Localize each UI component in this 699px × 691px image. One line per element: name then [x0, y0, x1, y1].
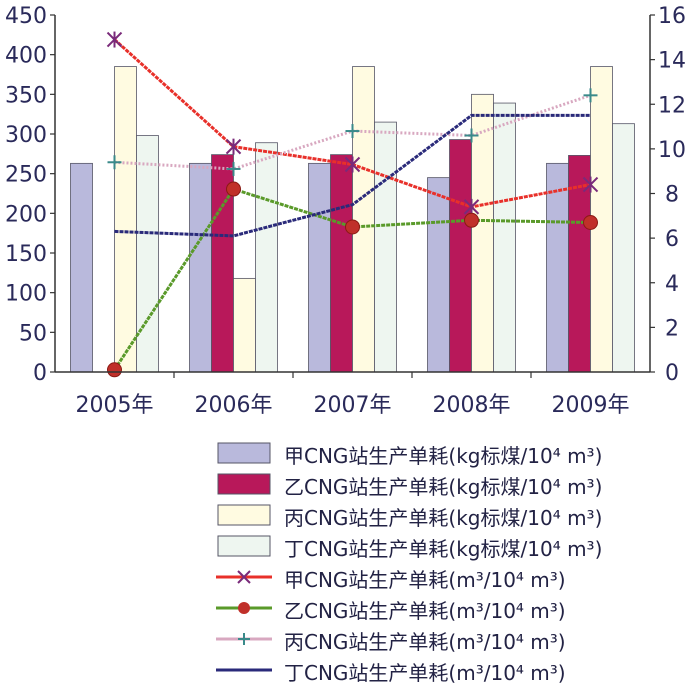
y-right-tick-label: 10: [658, 138, 686, 163]
point-2-2006年: [226, 181, 241, 197]
legend-label: 丁CNG站生产单耗(m³/10⁴ m³): [284, 661, 566, 685]
legend-label: 丙CNG站生产单耗(m³/10⁴ m³): [284, 630, 566, 654]
y-left-tick-label: 250: [5, 163, 47, 188]
point-2-2009年: [583, 215, 598, 231]
legend-label: 乙CNG站生产单耗(m³/10⁴ m³): [284, 599, 566, 623]
point-2-2007年: [345, 219, 360, 235]
x-tick-label: 2008年: [433, 393, 511, 418]
y-left-tick-label: 400: [5, 44, 47, 69]
y-right-tick-label: 4: [665, 272, 679, 297]
y-left-tick-label: 350: [5, 83, 47, 108]
legend-item: 丙CNG站生产单耗(kg标煤/10⁴ m³): [214, 502, 694, 533]
y-left-tick-label: 150: [5, 242, 47, 267]
bar-1-2007年: [308, 162, 331, 373]
y-right-tick-label: 8: [665, 183, 679, 208]
point-1-2007年: [344, 156, 361, 173]
y-left-tick-label: 450: [5, 4, 47, 29]
point-3-2007年: [345, 124, 360, 139]
y-right-tick-label: 2: [665, 316, 679, 341]
legend-bar-swatch: [217, 535, 271, 557]
legend-item: 丁CNG站生产单耗(kg标煤/10⁴ m³): [214, 533, 694, 564]
bar-1-2006年: [189, 162, 212, 373]
legend-label: 甲CNG站生产单耗(m³/10⁴ m³): [284, 568, 566, 592]
point-3-2006年: [226, 161, 241, 176]
legend-swatch: [216, 602, 272, 614]
x-tick-label: 2007年: [314, 393, 392, 418]
x-tick-label: 2005年: [76, 393, 154, 418]
point-2-2005年: [107, 362, 122, 378]
point-1-2006年: [225, 138, 242, 155]
legend-item: 甲CNG站生产单耗(kg标煤/10⁴ m³): [214, 440, 694, 471]
bar-3-2006年: [233, 277, 256, 373]
bar-4-2008年: [493, 102, 516, 373]
bar-3-2005年: [114, 66, 137, 373]
y-left-tick-label: 300: [5, 123, 47, 148]
point-3-2005年: [107, 155, 122, 170]
y-right-tick-label: 12: [658, 93, 686, 118]
y-left-tick-label: 0: [33, 361, 47, 386]
legend-item: 甲CNG站生产单耗(m³/10⁴ m³): [214, 564, 694, 595]
point-3-2009年: [583, 88, 598, 103]
lines-layer: [106, 31, 599, 378]
legend-swatch: [217, 442, 271, 464]
bars-layer: [70, 66, 635, 373]
legend-item: 丙CNG站生产单耗(m³/10⁴ m³): [214, 626, 694, 657]
y-right-tick-label: 6: [665, 227, 679, 252]
legend-bar-swatch: [217, 473, 271, 495]
y-left-tick-label: 200: [5, 202, 47, 227]
legend-label: 甲CNG站生产单耗(kg标煤/10⁴ m³): [284, 444, 603, 468]
point-3-2008年: [464, 128, 479, 143]
legend-label: 乙CNG站生产单耗(kg标煤/10⁴ m³): [284, 475, 603, 499]
y-right-tick-label: 16: [658, 4, 686, 29]
bar-4-2005年: [136, 135, 159, 373]
bar-2-2007年: [330, 154, 353, 373]
legend-item: 乙CNG站生产单耗(m³/10⁴ m³): [214, 595, 694, 626]
legend-item: 丁CNG站生产单耗(m³/10⁴ m³): [214, 657, 694, 688]
bar-4-2009年: [612, 123, 635, 373]
legend-swatch: [216, 570, 272, 584]
point-1-2009年: [582, 176, 599, 193]
bar-1-2008年: [427, 177, 450, 373]
bar-4-2007年: [374, 121, 397, 373]
legend-swatch: [217, 504, 271, 526]
chart-legend: 甲CNG站生产单耗(kg标煤/10⁴ m³) 乙CNG站生产单耗(kg标煤/10⁴…: [214, 440, 694, 688]
bar-1-2009年: [546, 162, 569, 373]
bar-3-2007年: [352, 66, 375, 373]
y-right-tick-label: 14: [658, 49, 686, 74]
line-series-4: [114, 113, 591, 238]
bar-1-2005年: [70, 162, 93, 373]
legend-swatch: [217, 473, 271, 495]
legend-swatch: [217, 535, 271, 557]
y-left-tick-label: 100: [5, 282, 47, 307]
axes-layer: 0 50 100 150 200 250 300 350 400 450 0 2 4 6 8 10 12 14 16…: [5, 4, 686, 418]
y-right-tick-label: 0: [665, 361, 679, 386]
bar-2-2008年: [449, 139, 472, 373]
legend-star-marker: [237, 570, 251, 584]
legend-bar-swatch: [217, 442, 271, 464]
legend-item: 乙CNG站生产单耗(kg标煤/10⁴ m³): [214, 471, 694, 502]
x-tick-label: 2009年: [552, 393, 630, 418]
legend-dot-marker: [238, 602, 250, 614]
bar-4-2006年: [255, 142, 278, 373]
point-2-2008年: [464, 212, 479, 228]
legend-bar-swatch: [217, 504, 271, 526]
point-1-2005年: [106, 31, 123, 48]
point-1-2008年: [463, 198, 480, 215]
legend-label: 丙CNG站生产单耗(kg标煤/10⁴ m³): [284, 506, 603, 530]
chart-canvas: 0 50 100 150 200 250 300 350 400 450 0 2 4 6 8 10 12 14 16…: [5, 4, 686, 418]
legend-label: 丁CNG站生产单耗(kg标煤/10⁴ m³): [284, 537, 603, 561]
y-left-tick-label: 50: [19, 321, 47, 346]
legend-swatch: [216, 633, 272, 645]
legend-swatch: [216, 668, 272, 672]
x-tick-label: 2006年: [195, 393, 273, 418]
